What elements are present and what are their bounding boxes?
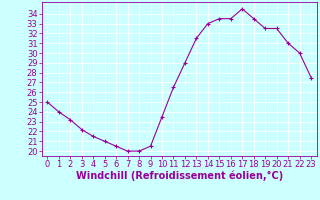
- X-axis label: Windchill (Refroidissement éolien,°C): Windchill (Refroidissement éolien,°C): [76, 171, 283, 181]
